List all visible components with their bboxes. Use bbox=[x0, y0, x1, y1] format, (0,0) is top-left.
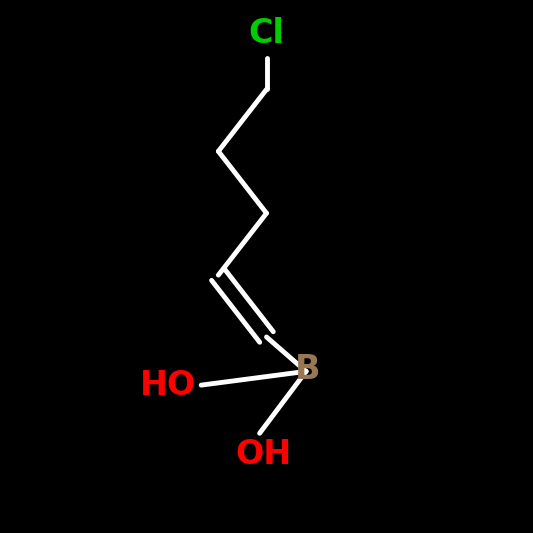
Text: B: B bbox=[295, 353, 320, 386]
Text: OH: OH bbox=[235, 439, 291, 471]
Text: Cl: Cl bbox=[248, 17, 285, 50]
Text: HO: HO bbox=[140, 369, 196, 402]
